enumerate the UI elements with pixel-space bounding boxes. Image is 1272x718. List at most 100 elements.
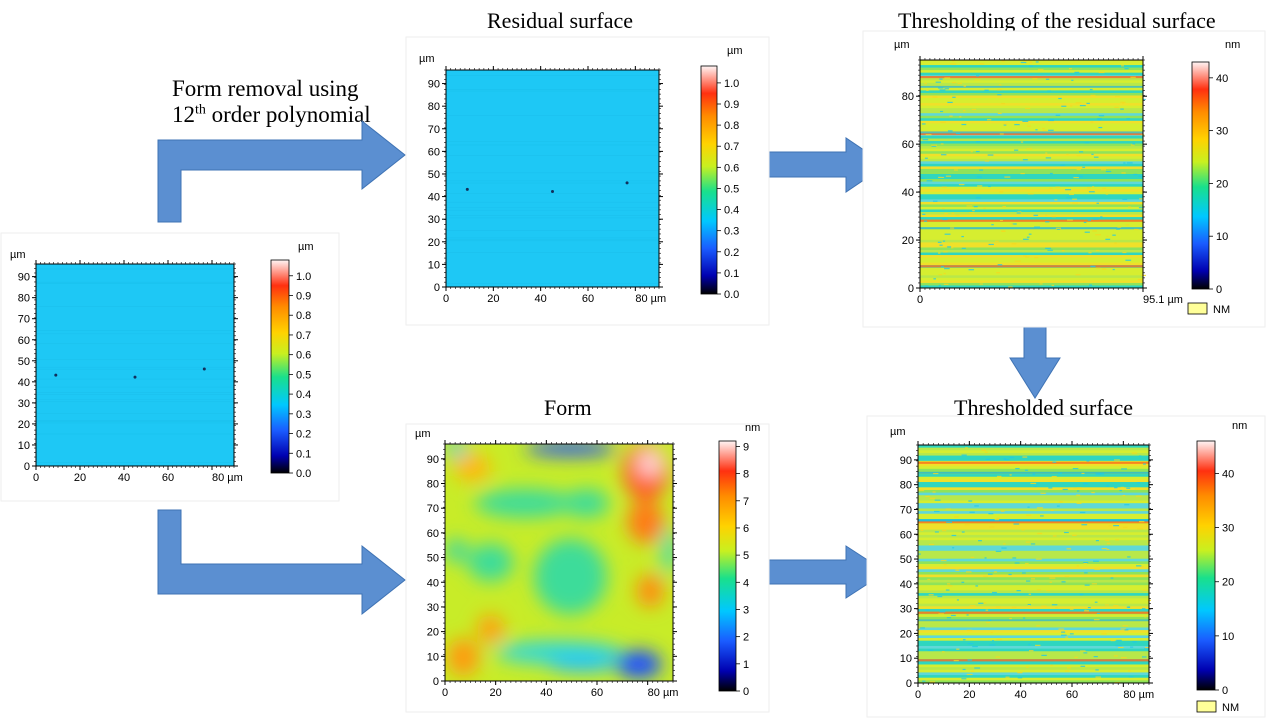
- order-superscript: th: [195, 102, 206, 118]
- color-scale-tick: 1.0: [724, 78, 739, 90]
- y-tick-label: 40: [18, 377, 30, 389]
- x-tick-label: 80 µm: [635, 293, 666, 305]
- x-tick-label: 60: [1066, 689, 1078, 701]
- color-scale-bar: [700, 65, 718, 295]
- color-scale-tick: 10: [1216, 231, 1228, 243]
- axis-unit-label: µm: [419, 53, 435, 65]
- title-form: Form: [544, 395, 592, 420]
- y-tick-label: 20: [18, 419, 30, 431]
- form-removal-line1: Form removal using: [172, 76, 359, 101]
- y-tick-label: 30: [18, 398, 30, 410]
- color-scale-tick: 0.5: [724, 183, 739, 195]
- y-tick-label: 90: [428, 79, 440, 91]
- order-text: order polynomial: [205, 102, 371, 127]
- y-tick-label: 40: [427, 577, 439, 589]
- y-tick-label: 10: [428, 259, 440, 271]
- order-number: 12: [172, 102, 195, 127]
- y-tick-label: 80: [900, 480, 912, 492]
- y-tick-label: 10: [427, 651, 439, 663]
- y-tick-label: 20: [428, 237, 440, 249]
- color-scale-tick: 0.4: [724, 205, 739, 217]
- y-tick-label: 80: [18, 293, 30, 305]
- axis-unit-label: µm: [890, 426, 906, 438]
- axis-unit-label: µm: [10, 249, 26, 261]
- x-tick-label: 40: [540, 687, 552, 699]
- color-scale-tick: 9: [743, 441, 749, 453]
- nm-legend-label: NM: [1213, 304, 1230, 316]
- y-tick-label: 70: [427, 503, 439, 515]
- y-tick-label: 90: [18, 272, 30, 284]
- color-scale-tick: 0.2: [724, 247, 739, 259]
- y-tick-label: 80: [902, 91, 914, 103]
- color-scale-bar: [1191, 61, 1210, 290]
- y-tick-label: 0: [908, 283, 914, 295]
- y-tick-label: 30: [428, 214, 440, 226]
- x-tick-label: 20: [487, 293, 499, 305]
- x-tick-label: 0: [915, 689, 921, 701]
- color-scale-tick: 20: [1216, 178, 1228, 190]
- color-scale-tick: 5: [743, 550, 749, 562]
- title-thresholding: Thresholding of the residual surface: [898, 8, 1216, 33]
- x-tick-label: 60: [582, 293, 594, 305]
- color-scale-bar: [1196, 440, 1216, 691]
- arrow-to-form: [157, 509, 406, 616]
- color-scale-tick: 0.8: [296, 310, 311, 322]
- color-scale-tick: 0.0: [724, 289, 739, 301]
- color-scale-tick: 2: [743, 632, 749, 644]
- color-scale-tick: 0.6: [724, 162, 739, 174]
- color-scale-tick: 30: [1216, 126, 1228, 138]
- y-tick-label: 20: [900, 628, 912, 640]
- y-tick-label: 40: [900, 579, 912, 591]
- color-scale-tick: 8: [743, 469, 749, 481]
- color-scale-tick: 0.9: [724, 99, 739, 111]
- color-scale-tick: 0.3: [724, 226, 739, 238]
- nm-legend-swatch: [1187, 302, 1208, 315]
- color-scale-tick: 30: [1222, 523, 1234, 535]
- color-scale-unit: nm: [745, 422, 760, 434]
- y-tick-label: 60: [428, 146, 440, 158]
- y-tick-label: 80: [427, 479, 439, 491]
- y-tick-label: 90: [427, 454, 439, 466]
- nm-legend-label: NM: [1222, 702, 1239, 714]
- x-tick-label: 20: [963, 689, 975, 701]
- y-tick-label: 30: [427, 602, 439, 614]
- y-tick-label: 0: [906, 678, 912, 690]
- color-scale-tick: 7: [743, 496, 749, 508]
- surface-image: [446, 70, 659, 287]
- plot-frame: [919, 59, 1144, 289]
- color-scale-tick: 1: [743, 659, 749, 671]
- axis-unit-label: µm: [894, 39, 910, 51]
- plot-residual-surface: 0 10 20 30 40 50 60 70 80 90 0 20 40 60 80 µm µm µm 0.0 0.…: [405, 36, 770, 326]
- color-scale-tick: 20: [1222, 577, 1234, 589]
- y-tick-label: 20: [902, 235, 914, 247]
- color-scale-tick: 0: [1222, 685, 1228, 697]
- color-scale-tick: 0.9: [296, 291, 311, 303]
- x-tick-label: 0: [443, 293, 449, 305]
- x-tick-label: 60: [591, 687, 603, 699]
- plot-thresholding: 0 20 40 60 80 0 95.1 µm µm nm 0 10 20 30 40 NM: [862, 30, 1266, 328]
- y-tick-label: 50: [428, 169, 440, 181]
- color-scale-tick: 0.6: [296, 350, 311, 362]
- title-residual-surface: Residual surface: [487, 8, 633, 33]
- x-tick-label: 60: [162, 472, 174, 484]
- color-scale-unit: µm: [727, 45, 743, 57]
- x-tick-label: 40: [535, 293, 547, 305]
- y-tick-label: 50: [18, 356, 30, 368]
- plot-frame: [35, 263, 235, 467]
- color-scale-tick: 0.7: [724, 141, 739, 153]
- y-tick-label: 0: [433, 676, 439, 688]
- y-tick-label: 10: [18, 440, 30, 452]
- color-scale-tick: 0: [1216, 284, 1222, 296]
- form-removal-label: Form removal using 12th order polynomial: [172, 76, 371, 128]
- y-tick-label: 70: [900, 504, 912, 516]
- color-scale-bar: [718, 440, 737, 692]
- nm-legend-swatch: [1196, 700, 1217, 713]
- arrow-form-to-thresholded: [757, 545, 887, 599]
- x-tick-label: 20: [490, 687, 502, 699]
- x-tick-label: 0: [442, 687, 448, 699]
- x-tick-label: 40: [1015, 689, 1027, 701]
- surface-image: [36, 264, 234, 466]
- plot-frame: [444, 443, 674, 682]
- x-tick-label: 80 µm: [648, 687, 679, 699]
- color-scale-unit: µm: [298, 241, 314, 253]
